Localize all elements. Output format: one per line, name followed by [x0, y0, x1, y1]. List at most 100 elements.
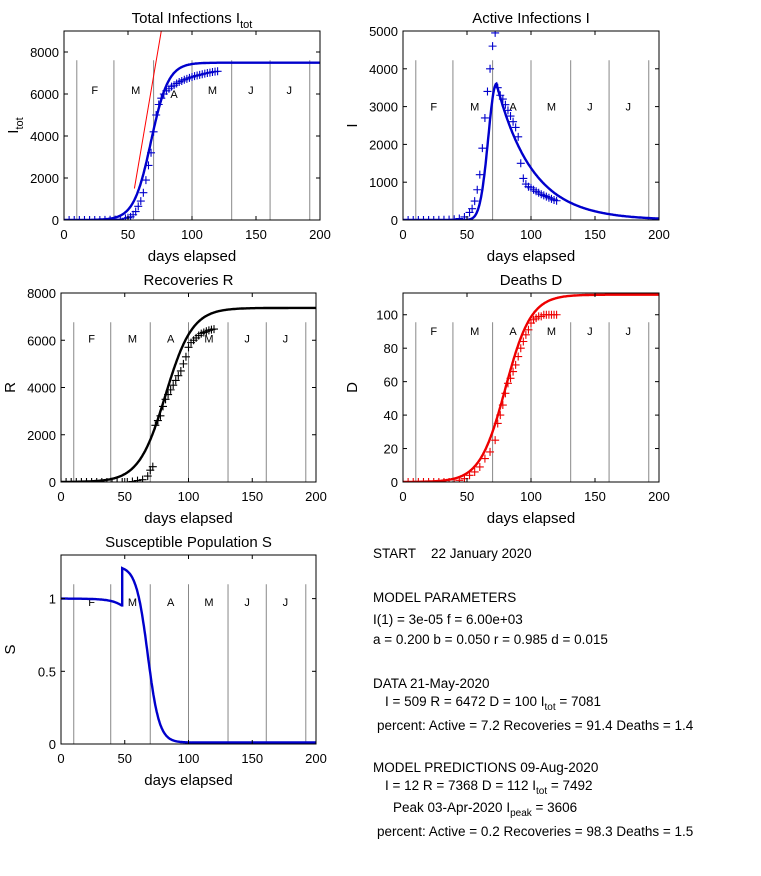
data-point	[524, 325, 533, 334]
data-point	[118, 478, 127, 482]
month-label: M	[547, 101, 556, 113]
month-label: J	[244, 597, 250, 609]
params-line-2: a = 0.200 b = 0.050 r = 0.985 d = 0.015	[373, 632, 608, 647]
x-tick-label: 150	[584, 489, 606, 504]
data-point	[483, 87, 492, 96]
x-tick-label: 0	[399, 227, 406, 242]
data-point	[470, 197, 479, 206]
data-point	[179, 359, 188, 368]
model-curve	[403, 293, 659, 482]
data-point	[159, 402, 167, 411]
data-point	[82, 478, 91, 482]
data-point	[149, 127, 158, 136]
month-label: J	[287, 85, 293, 97]
x-tick-label: 50	[460, 489, 474, 504]
data-point	[509, 117, 518, 126]
y-tick-label: 0	[49, 737, 56, 752]
data-point	[147, 148, 156, 157]
data-point	[161, 395, 170, 404]
month-label: J	[283, 597, 289, 609]
data-point	[404, 216, 413, 220]
y-axis-label: I	[344, 123, 361, 127]
data-point	[171, 376, 180, 385]
data-point	[90, 216, 99, 220]
data-point	[498, 401, 507, 410]
x-axis-label: days elapsed	[144, 510, 232, 527]
y-tick-label: 1	[49, 592, 56, 607]
predictions-heading: MODEL PREDICTIONS 09-Aug-2020	[373, 760, 599, 775]
month-label: F	[430, 101, 437, 113]
start-line: START 22 January 2020	[373, 546, 532, 562]
data-point	[77, 478, 86, 482]
month-label: F	[88, 334, 95, 346]
x-tick-label: 100	[181, 227, 203, 242]
data-itot-sub: tot	[544, 702, 556, 713]
x-tick-label: 150	[245, 227, 267, 242]
data-point	[151, 421, 160, 430]
prediction-itot-value: = 7492	[547, 778, 593, 793]
data-values-text: I = 509 R = 6472 D = 100 I	[385, 694, 545, 709]
data-point	[70, 216, 79, 220]
data-point	[65, 216, 74, 220]
data-point	[157, 94, 166, 103]
x-tick-label: 200	[309, 227, 331, 242]
data-series	[403, 310, 561, 482]
data-point	[113, 478, 122, 482]
month-label: J	[244, 334, 250, 346]
data-point	[480, 454, 489, 463]
data-point	[144, 161, 153, 170]
data-point	[429, 478, 438, 482]
data-point	[176, 366, 185, 375]
data-point	[102, 478, 111, 482]
data-point	[503, 106, 512, 115]
data-point	[136, 197, 145, 206]
data-point	[87, 478, 96, 482]
y-tick-label: 6000	[27, 333, 56, 348]
data-point	[488, 42, 497, 51]
y-axis-label: Itot	[5, 117, 26, 133]
data-point	[414, 478, 423, 482]
data-point	[516, 344, 525, 353]
model-curve	[61, 306, 316, 482]
x-tick-label: 200	[648, 227, 670, 242]
model-curve	[403, 81, 659, 220]
data-point	[468, 204, 477, 213]
data-point	[511, 123, 520, 132]
chart-title: Deaths D	[500, 272, 563, 289]
data-point	[498, 95, 507, 104]
chart-2: F M A M J J0 50 100 150 200010002000300040005000A…	[344, 10, 670, 265]
data-point	[493, 83, 502, 92]
data-point	[141, 176, 150, 185]
x-axis-label: days elapsed	[487, 510, 575, 527]
data-point	[80, 216, 89, 220]
prediction-percent: percent: Active = 0.2 Recoveries = 98.3 …	[377, 824, 694, 839]
x-tick-label: 50	[460, 227, 474, 242]
y-tick-label: 4000	[369, 62, 398, 77]
x-tick-label: 100	[520, 489, 542, 504]
peak-sub: peak	[510, 808, 532, 819]
data-point	[409, 478, 418, 482]
y-tick-label: 3000	[369, 100, 398, 115]
data-point	[455, 214, 464, 220]
prediction-values-text: I = 12 R = 7368 D = 112 I	[385, 778, 536, 793]
data-point	[184, 343, 193, 352]
month-label: J	[587, 101, 593, 113]
peak-line: Peak 03-Apr-2020 Ipeak = 3606	[393, 800, 577, 822]
y-tick-label: 1000	[369, 175, 398, 190]
data-point	[514, 352, 523, 361]
x-tick-label: 150	[241, 751, 263, 766]
x-tick-label: 150	[584, 227, 606, 242]
y-tick-label: 0.5	[38, 664, 56, 679]
x-axis-label: days elapsed	[144, 772, 232, 789]
data-point	[139, 188, 148, 197]
data-point	[491, 31, 500, 37]
y-tick-label: 2000	[27, 428, 56, 443]
data-point	[131, 207, 140, 216]
data-point	[133, 476, 142, 482]
data-point	[486, 64, 495, 73]
y-tick-label: 4000	[30, 129, 59, 144]
month-label: J	[626, 101, 632, 113]
data-point	[519, 174, 528, 183]
data-series	[403, 31, 561, 220]
data-point	[138, 475, 147, 482]
